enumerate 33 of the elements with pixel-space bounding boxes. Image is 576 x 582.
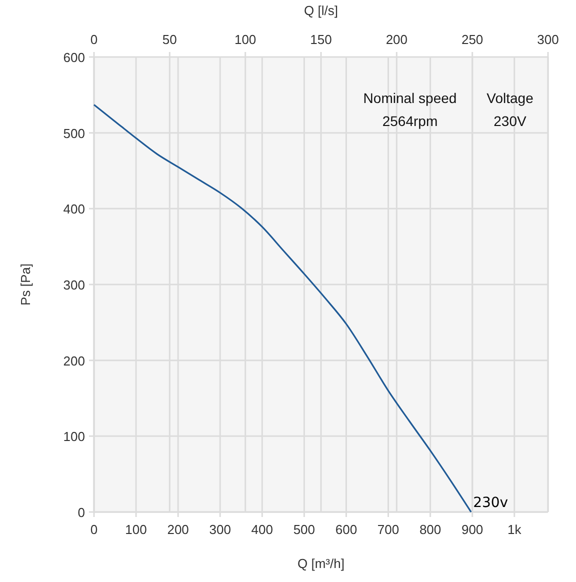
x2-tick-label: 50 bbox=[162, 32, 177, 47]
annotation: 2564rpm bbox=[382, 113, 438, 129]
x-axis-title: Q [m³/h] bbox=[298, 556, 344, 571]
y-tick-label: 600 bbox=[63, 50, 85, 65]
annotation: Nominal speed bbox=[363, 90, 457, 106]
y-tick-label: 100 bbox=[63, 429, 85, 444]
x-tick-label: 500 bbox=[293, 522, 316, 537]
annotation: Voltage bbox=[486, 90, 534, 106]
x-tick-label: 0 bbox=[90, 522, 98, 537]
y-tick-label: 400 bbox=[63, 202, 85, 217]
y-tick-label: 200 bbox=[63, 353, 85, 368]
x2-tick-label: 300 bbox=[537, 32, 559, 47]
x2-tick-label: 150 bbox=[310, 32, 332, 47]
y-tick-label: 300 bbox=[63, 278, 85, 292]
x-tick-label: 1k bbox=[508, 522, 522, 537]
x-tick-label: 600 bbox=[335, 522, 358, 537]
x-tick-label: 200 bbox=[167, 522, 189, 537]
x-tick-label: 300 bbox=[209, 522, 231, 537]
x2-tick-label: 200 bbox=[386, 32, 408, 47]
y-tick-label: 500 bbox=[63, 126, 85, 141]
annotation: 230V bbox=[494, 113, 528, 129]
x-tick-label: 700 bbox=[377, 522, 400, 537]
series-label: 230v bbox=[473, 495, 508, 511]
x2-tick-label: 250 bbox=[461, 32, 484, 47]
x2-axis-title: Q [l/s] bbox=[304, 3, 338, 18]
x2-tick-label: 0 bbox=[90, 32, 98, 47]
y-axis-title: Ps [Pa] bbox=[18, 264, 33, 306]
x-tick-label: 900 bbox=[461, 522, 484, 537]
x-tick-label: 800 bbox=[419, 522, 442, 537]
x-tick-label: 100 bbox=[125, 522, 147, 537]
y-tick-label: 0 bbox=[78, 505, 85, 520]
x-tick-label: 400 bbox=[251, 522, 273, 537]
x2-tick-label: 100 bbox=[234, 32, 256, 47]
